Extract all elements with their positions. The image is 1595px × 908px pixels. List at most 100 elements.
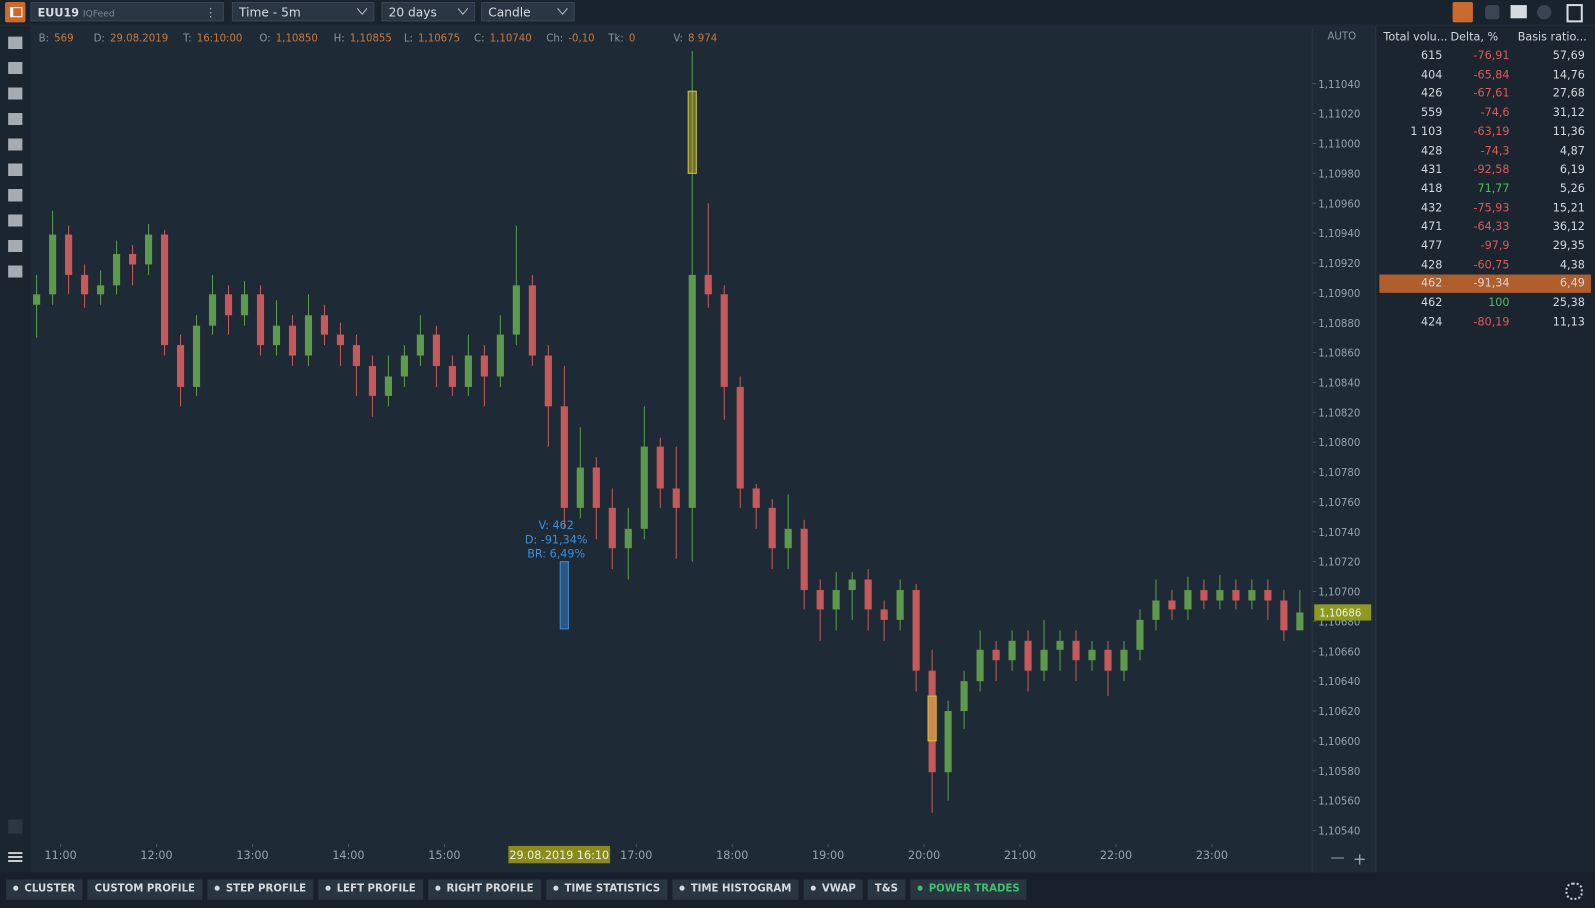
candle-body: [97, 285, 105, 295]
bottom-tab[interactable]: RIGHT PROFILE: [428, 879, 541, 900]
table-cell: 71,77: [1477, 181, 1510, 196]
info-value: -0,10: [568, 33, 595, 45]
info-item: H: 1,10855: [334, 34, 392, 45]
left-toolbar: [0, 26, 31, 873]
table-cell: 100: [1488, 295, 1510, 310]
candle-body: [336, 334, 345, 346]
y-tick-label: 1,10780: [1318, 468, 1360, 479]
column-header[interactable]: Delta, %: [1450, 30, 1499, 44]
settings-gear[interactable]: [1565, 882, 1583, 900]
candle-body: [768, 507, 776, 549]
x-tick-label: 12:00: [140, 849, 172, 862]
candle-body: [224, 294, 233, 316]
candle-body: [944, 711, 952, 773]
y-tick-label: 1,10680: [1318, 617, 1360, 628]
candle-body: [1264, 590, 1272, 601]
bottom-tab[interactable]: CLUSTER: [6, 879, 83, 900]
bottom-tab[interactable]: VWAP: [803, 879, 863, 900]
candle-body: [976, 649, 984, 682]
info-value: 1,10850: [275, 33, 318, 45]
candle-body: [416, 334, 424, 356]
candle-body: [624, 528, 632, 549]
panel-button[interactable]: [1566, 4, 1583, 23]
table-cell: -74,3: [1480, 143, 1510, 158]
x-tick-label: 20:00: [908, 849, 940, 862]
column-header[interactable]: Total volu...: [1383, 30, 1448, 44]
tab-label: STEP PROFILE: [225, 883, 307, 895]
table-cell: 4,87: [1559, 143, 1585, 158]
last-price-tag: [1314, 604, 1372, 621]
y-tick-label: 1,10920: [1318, 259, 1360, 270]
candle-body: [1056, 640, 1064, 650]
x-tick-label: 11:00: [45, 849, 77, 862]
table-row[interactable]: 424 -80,19 11,13: [1379, 313, 1591, 331]
table-row[interactable]: 462 -91,34 6,49: [1379, 274, 1591, 294]
table-row[interactable]: 615 -76,91 57,69: [1379, 47, 1591, 65]
x-tick-label: 17:00: [620, 849, 652, 862]
candle-body: [368, 366, 376, 396]
bottom-tab[interactable]: TIME HISTOGRAM: [672, 879, 799, 900]
candle-body: [832, 590, 840, 610]
tab-dot: [553, 885, 559, 891]
timeframe-dropdown[interactable]: Time - 5m: [231, 2, 375, 22]
candle-body: [192, 325, 201, 387]
lock-button[interactable]: [1485, 5, 1500, 20]
bottom-tab[interactable]: POWER TRADES: [910, 879, 1027, 900]
style-dropdown[interactable]: Candle: [481, 2, 575, 22]
table-row[interactable]: 432 -75,93 15,21: [1379, 199, 1591, 217]
period-dropdown[interactable]: 20 days: [381, 2, 476, 22]
y-tick-label: 1,10700: [1318, 588, 1360, 599]
table-cell: 36,12: [1552, 219, 1585, 234]
bottom-tab[interactable]: T&S: [867, 879, 906, 900]
bottom-tab[interactable]: TIME STATISTICS: [546, 879, 668, 900]
tab-dot: [214, 885, 220, 891]
info-label: T:: [183, 33, 192, 45]
candle-body: [1088, 649, 1096, 661]
bottom-tab[interactable]: LEFT PROFILE: [318, 879, 423, 900]
symbol-box[interactable]: EUU19 IQFeed ⋮: [30, 2, 224, 22]
table-row[interactable]: 426 -67,61 27,68: [1379, 85, 1591, 103]
drawing-tools[interactable]: [8, 36, 23, 291]
power-button[interactable]: [1452, 2, 1473, 23]
candle-body: [496, 334, 504, 377]
table-row[interactable]: 418 71,77 5,26: [1379, 180, 1591, 198]
y-tick-label: 1,10940: [1318, 229, 1360, 240]
y-tick-label: 1,10640: [1318, 677, 1360, 688]
bottom-tab[interactable]: STEP PROFILE: [207, 879, 314, 900]
table-cell: 29,35: [1552, 238, 1585, 253]
candle-body: [928, 670, 936, 773]
table-cell: 431: [1421, 162, 1443, 177]
info-item: Tk: 0: [608, 34, 635, 45]
table-row[interactable]: 471 -64,33 36,12: [1379, 218, 1591, 236]
y-tick-label: 1,10820: [1318, 408, 1360, 419]
table-row[interactable]: 428 -74,3 4,87: [1379, 142, 1591, 160]
candle-body: [896, 590, 904, 620]
table-cell: 462: [1421, 295, 1443, 310]
settings-button[interactable]: [1537, 5, 1552, 20]
bottom-tab[interactable]: CUSTOM PROFILE: [87, 879, 203, 900]
y-tick-label: 1,11020: [1318, 110, 1360, 121]
column-header[interactable]: Basis ratio...: [1517, 30, 1587, 44]
table-row[interactable]: 1 103 -63,19 11,36: [1379, 123, 1591, 141]
table-row[interactable]: 462 100 25,38: [1379, 294, 1591, 312]
candle-body: [848, 579, 856, 591]
trash-button[interactable]: [8, 819, 23, 834]
symbol: EUU19: [37, 6, 80, 20]
table-row[interactable]: 559 -74,6 31,12: [1379, 104, 1591, 122]
table-row[interactable]: 431 -92,58 6,19: [1379, 161, 1591, 179]
table-row[interactable]: 477 -97,9 29,35: [1379, 237, 1591, 255]
y-tick-label: 1,10900: [1318, 289, 1360, 300]
menu-button[interactable]: [8, 852, 23, 863]
timeframe: Time - 5m: [239, 5, 301, 20]
tab-label: RIGHT PROFILE: [446, 883, 534, 895]
y-tick-label: 1,10980: [1318, 169, 1360, 180]
table-row[interactable]: 428 -60,75 4,38: [1379, 256, 1591, 274]
candle-body: [656, 446, 664, 489]
x-tick-label: 23:00: [1196, 849, 1228, 862]
template-button[interactable]: [1510, 5, 1527, 19]
info-value: 1,10740: [489, 33, 532, 45]
table-row[interactable]: 404 -65,84 14,76: [1379, 66, 1591, 84]
candle-body: [784, 528, 792, 549]
layout-button[interactable]: [5, 2, 26, 23]
tab-label: POWER TRADES: [928, 883, 1020, 895]
